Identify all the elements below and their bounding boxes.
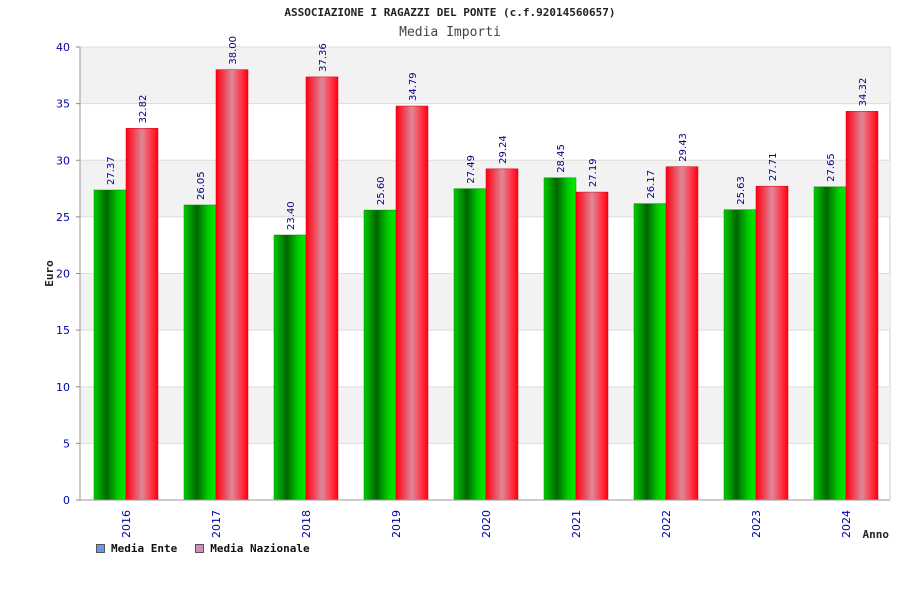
legend: Media Ente Media Nazionale xyxy=(96,542,310,555)
bar-media-ente-2022 xyxy=(633,203,667,501)
y-tick-label: 35 xyxy=(56,98,70,111)
x-tick-label: 2024 xyxy=(840,510,853,538)
data-label-media-ente-2024: 27.65 xyxy=(826,153,837,182)
legend-item-media-ente: Media Ente xyxy=(96,542,177,555)
data-label-media-nazionale-2024: 34.32 xyxy=(858,78,869,107)
data-label-media-nazionale-2017: 38.00 xyxy=(228,36,239,65)
chart-subtitle: Media Importi xyxy=(399,25,501,40)
bar-media-nazionale-2020 xyxy=(485,168,519,501)
bar-media-nazionale-2021 xyxy=(575,191,609,501)
bar-media-nazionale-2016 xyxy=(125,128,159,501)
bar-media-ente-2017 xyxy=(183,204,217,501)
data-label-media-ente-2020: 27.49 xyxy=(466,155,477,184)
data-label-media-ente-2022: 26.17 xyxy=(646,170,657,199)
legend-item-media-nazionale: Media Nazionale xyxy=(195,542,310,555)
legend-swatch-media-ente xyxy=(96,544,105,553)
data-label-media-nazionale-2018: 37.36 xyxy=(318,43,329,72)
y-tick-label: 20 xyxy=(56,268,70,281)
bar-media-nazionale-2019 xyxy=(395,105,429,501)
x-tick-label: 2023 xyxy=(750,510,763,538)
y-tick-label: 15 xyxy=(56,324,70,337)
grid-band xyxy=(80,47,890,104)
bar-media-nazionale-2023 xyxy=(755,185,789,501)
x-tick-label: 2020 xyxy=(480,510,493,538)
bar-media-nazionale-2018 xyxy=(305,76,339,501)
bar-media-nazionale-2017 xyxy=(215,69,249,501)
y-tick-label: 30 xyxy=(56,154,70,167)
x-tick-label: 2018 xyxy=(300,510,313,538)
bar-media-ente-2023 xyxy=(723,209,757,501)
legend-label-media-ente: Media Ente xyxy=(111,542,178,555)
legend-swatch-media-nazionale xyxy=(195,544,205,553)
y-tick-label: 40 xyxy=(56,41,70,54)
bar-media-ente-2020 xyxy=(453,188,487,501)
bar-media-nazionale-2022 xyxy=(665,166,699,501)
bar-media-ente-2021 xyxy=(543,177,577,501)
x-tick-label: 2016 xyxy=(120,510,133,538)
x-tick-label: 2022 xyxy=(660,510,673,538)
bar-media-ente-2024 xyxy=(813,186,847,501)
bar-media-ente-2018 xyxy=(273,234,307,501)
x-tick-label: 2019 xyxy=(390,510,403,538)
data-label-media-ente-2018: 23.40 xyxy=(286,201,297,230)
data-label-media-ente-2021: 28.45 xyxy=(556,144,567,173)
bar-media-ente-2019 xyxy=(363,209,397,501)
data-label-media-ente-2016: 27.37 xyxy=(106,156,117,185)
y-tick-label: 5 xyxy=(63,437,70,450)
data-label-media-ente-2023: 25.63 xyxy=(736,176,747,205)
bar-media-nazionale-2024 xyxy=(845,111,879,501)
x-tick-label: 2021 xyxy=(570,510,583,538)
x-tick-label: 2017 xyxy=(210,510,223,538)
data-label-media-nazionale-2021: 27.19 xyxy=(588,158,599,187)
data-label-media-nazionale-2022: 29.43 xyxy=(678,133,689,162)
y-axis-title: Euro xyxy=(43,260,56,287)
data-label-media-ente-2017: 26.05 xyxy=(196,171,207,200)
y-tick-label: 25 xyxy=(56,211,70,224)
data-label-media-ente-2019: 25.60 xyxy=(376,176,387,205)
y-tick-label: 0 xyxy=(63,494,70,507)
chart-title: ASSOCIAZIONE I RAGAZZI DEL PONTE (c.f.92… xyxy=(284,6,616,19)
data-label-media-nazionale-2020: 29.24 xyxy=(498,135,509,164)
data-label-media-nazionale-2019: 34.79 xyxy=(408,72,419,101)
x-axis-title: Anno xyxy=(863,528,890,541)
data-label-media-nazionale-2016: 32.82 xyxy=(138,95,149,124)
bar-media-ente-2016 xyxy=(93,189,127,501)
legend-label-media-nazionale: Media Nazionale xyxy=(210,542,310,555)
data-label-media-nazionale-2023: 27.71 xyxy=(768,153,779,182)
y-tick-label: 10 xyxy=(56,381,70,394)
